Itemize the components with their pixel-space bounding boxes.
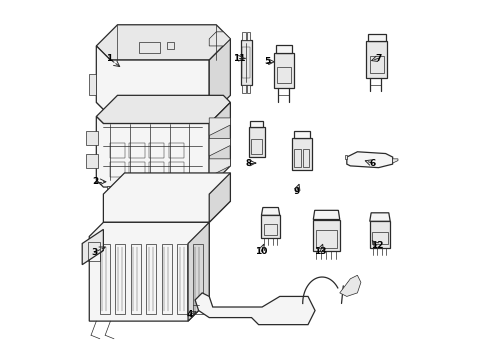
Polygon shape	[85, 131, 98, 145]
Polygon shape	[242, 85, 245, 93]
Polygon shape	[369, 221, 389, 248]
Polygon shape	[250, 121, 263, 127]
Polygon shape	[96, 95, 230, 123]
Polygon shape	[188, 222, 209, 321]
Polygon shape	[96, 46, 209, 117]
Polygon shape	[146, 186, 160, 192]
Text: 2: 2	[92, 177, 99, 186]
Polygon shape	[242, 32, 245, 40]
Polygon shape	[246, 85, 250, 93]
Text: 11: 11	[232, 54, 245, 63]
Polygon shape	[366, 41, 386, 78]
Text: 8: 8	[245, 158, 251, 167]
Polygon shape	[261, 215, 279, 238]
Text: 10: 10	[255, 247, 267, 256]
Polygon shape	[241, 40, 251, 85]
Polygon shape	[246, 32, 250, 40]
Polygon shape	[339, 275, 360, 296]
Text: 5: 5	[264, 57, 270, 66]
Polygon shape	[89, 74, 96, 95]
Polygon shape	[209, 118, 230, 136]
Text: 4: 4	[186, 310, 193, 319]
Polygon shape	[209, 138, 230, 156]
Polygon shape	[369, 213, 389, 221]
Polygon shape	[103, 173, 230, 222]
Polygon shape	[392, 159, 397, 163]
Polygon shape	[107, 186, 121, 192]
Polygon shape	[209, 39, 230, 117]
Polygon shape	[185, 186, 200, 192]
Polygon shape	[209, 173, 230, 222]
Polygon shape	[274, 53, 293, 88]
Polygon shape	[345, 155, 346, 159]
Polygon shape	[293, 131, 309, 138]
Text: 1: 1	[105, 54, 112, 63]
Polygon shape	[126, 186, 141, 192]
Polygon shape	[276, 45, 291, 53]
Polygon shape	[209, 32, 230, 46]
Text: 12: 12	[370, 241, 382, 250]
Polygon shape	[291, 138, 311, 170]
Text: 7: 7	[375, 54, 381, 63]
Polygon shape	[313, 220, 339, 251]
Polygon shape	[96, 25, 230, 60]
Polygon shape	[209, 159, 230, 176]
Polygon shape	[313, 210, 339, 220]
Polygon shape	[209, 102, 230, 187]
Polygon shape	[89, 222, 209, 321]
Polygon shape	[96, 117, 209, 187]
Polygon shape	[166, 186, 180, 192]
Polygon shape	[261, 207, 279, 215]
Polygon shape	[346, 152, 392, 168]
Text: 13: 13	[313, 247, 326, 256]
Polygon shape	[367, 33, 385, 41]
Polygon shape	[85, 153, 98, 168]
Text: 6: 6	[368, 158, 375, 167]
Text: 3: 3	[91, 248, 98, 257]
Text: 9: 9	[293, 187, 299, 196]
Polygon shape	[195, 293, 314, 325]
Polygon shape	[82, 229, 103, 265]
Polygon shape	[248, 127, 264, 157]
